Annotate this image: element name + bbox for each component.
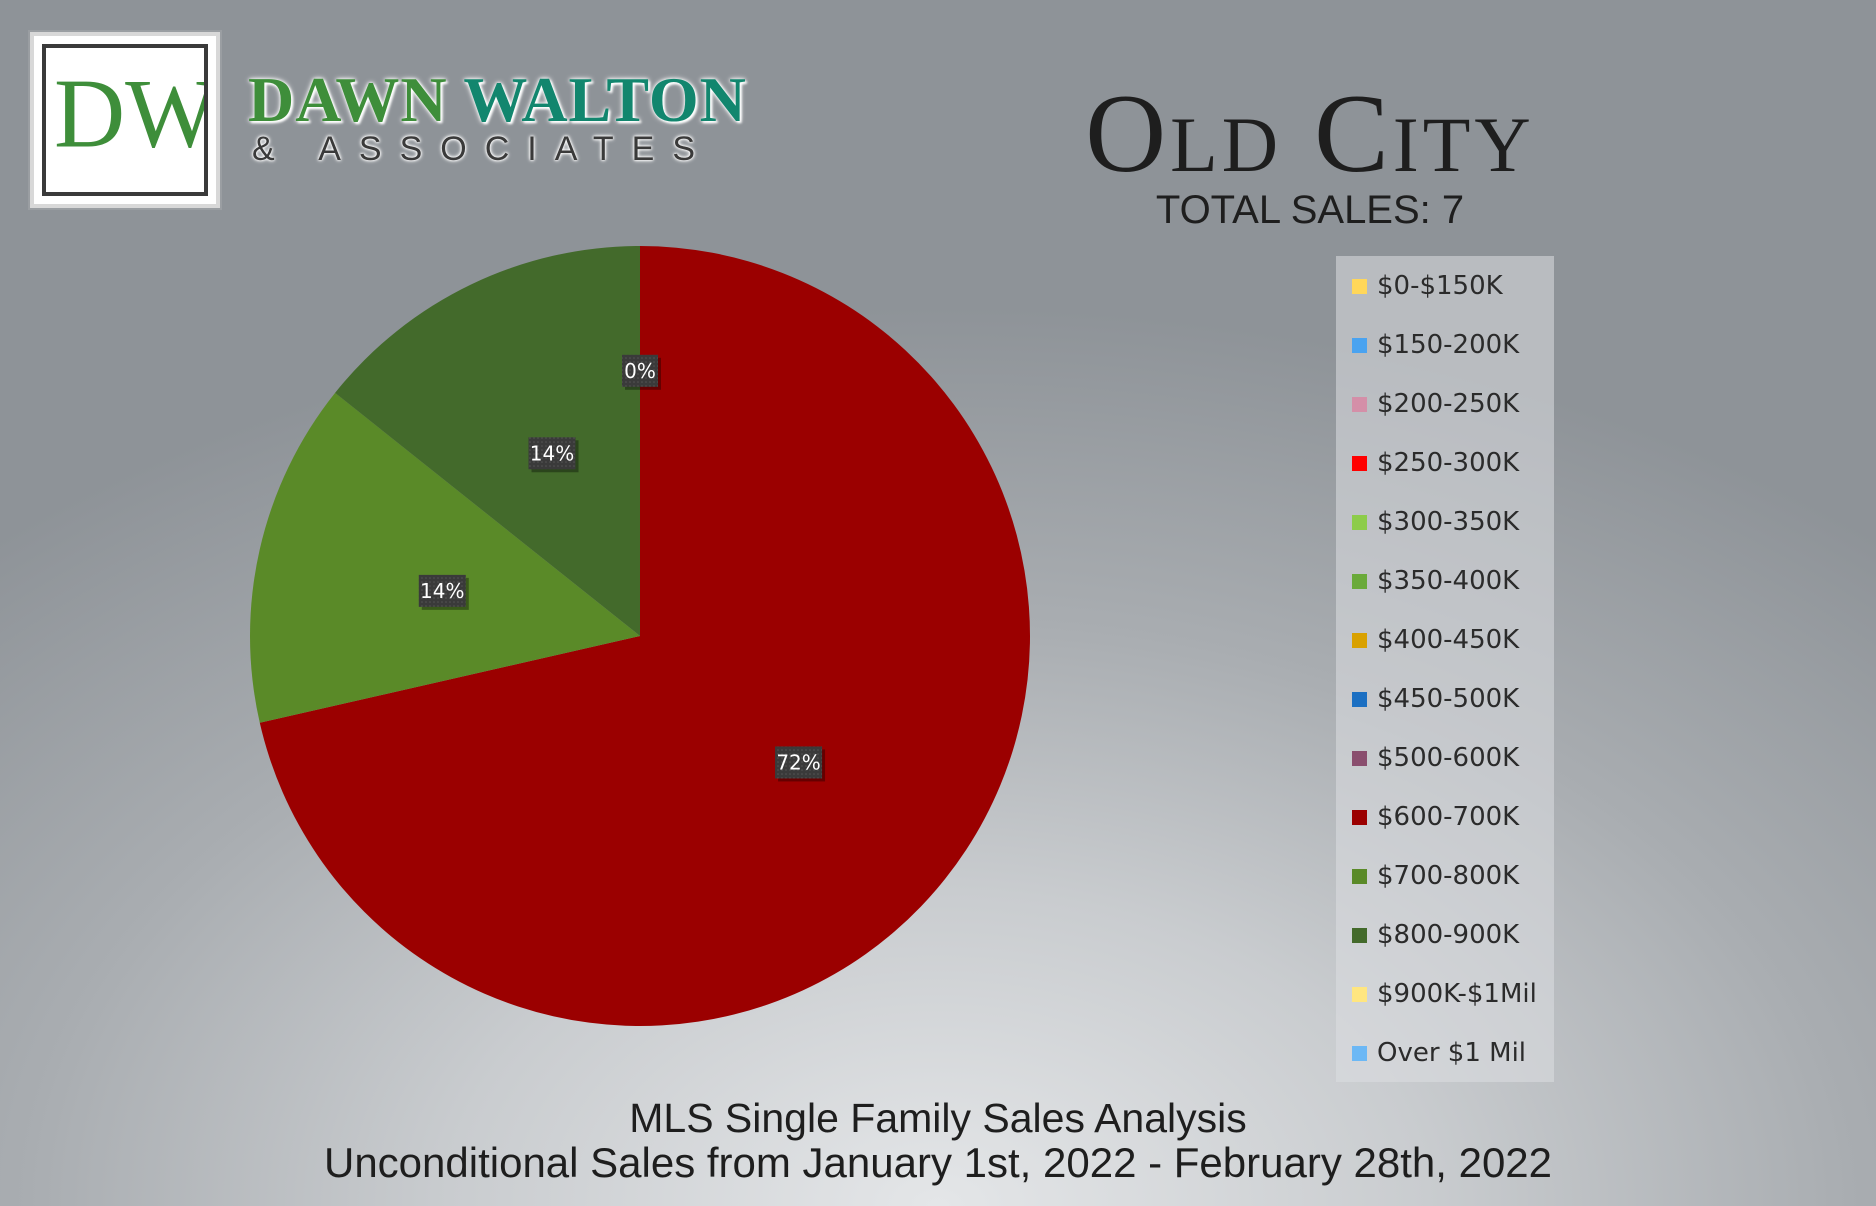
legend-swatch <box>1352 632 1367 648</box>
legend-item-over-1-mil: Over $1 Mil <box>1352 1038 1526 1068</box>
data-label-box <box>622 354 658 387</box>
legend-label: $250-300K <box>1377 448 1520 478</box>
legend-item-700-800k: $700-800K <box>1352 861 1519 891</box>
data-label-900k-1mil: 0% <box>622 354 661 390</box>
legend-swatch <box>1352 514 1367 530</box>
legend-label: $400-450K <box>1377 625 1520 655</box>
legend-item-200-250k: $200-250K <box>1352 389 1519 419</box>
pie-slice-600-700k <box>259 246 1031 1026</box>
legend-label: $300-350K <box>1377 507 1520 537</box>
footer-line-2: Unconditional Sales from January 1st, 20… <box>323 1139 1553 1186</box>
legend-label: $500-600K <box>1377 743 1520 773</box>
legend-swatch <box>1352 986 1367 1002</box>
footer-line-1: MLS Single Family Sales Analysis <box>629 1095 1247 1141</box>
brand-name-first: DAWN <box>248 64 448 135</box>
legend-label: $900K-$1Mil <box>1377 979 1537 1009</box>
legend-item-0-150k: $0-$150K <box>1352 271 1503 301</box>
total-sales: TOTAL SALES: 7 <box>1155 188 1465 232</box>
page-title: Old City <box>1085 72 1535 196</box>
data-label-600-700k: 72% <box>775 746 826 782</box>
legend-swatch <box>1352 1045 1367 1061</box>
legend-item-450-500k: $450-500K <box>1352 684 1519 714</box>
legend-item-400-450k: $400-450K <box>1352 625 1519 655</box>
data-label-box <box>418 574 466 607</box>
legend-label: $600-700K <box>1377 802 1520 832</box>
legend-swatch <box>1352 337 1367 353</box>
data-label-box <box>528 437 576 470</box>
legend-item-900k-1mil: $900K-$1Mil <box>1352 979 1537 1009</box>
legend-label: $150-200K <box>1377 330 1520 360</box>
legend-item-500-600k: $500-600K <box>1352 743 1519 773</box>
data-label-700-800k: 14% <box>418 574 469 610</box>
legend-label: $350-400K <box>1377 566 1520 596</box>
pie-data-labels: 72% 14% 14% 0% <box>418 354 826 782</box>
legend-swatch <box>1352 809 1367 825</box>
legend-label: $450-500K <box>1377 684 1520 714</box>
brand-subtitle: & ASSOCIATES <box>252 130 714 168</box>
data-label-box <box>775 746 823 779</box>
legend-swatch <box>1352 278 1367 294</box>
data-label-text: 14% <box>530 441 574 465</box>
legend-item-150-200k: $150-200K <box>1352 330 1519 360</box>
legend-swatch <box>1352 750 1367 766</box>
pie-slices <box>250 246 1031 1026</box>
data-label-text: 72% <box>776 750 820 774</box>
pie-slice-700-800k <box>250 392 640 723</box>
brand-name: DAWN WALTON <box>248 68 747 132</box>
legend-swatch <box>1352 691 1367 707</box>
monogram-logo: DW <box>54 60 204 169</box>
legend-item-600-700k: $600-700K <box>1352 802 1519 832</box>
legend-swatch <box>1352 868 1367 884</box>
data-label-text: 0% <box>624 359 656 383</box>
legend-item-350-400k: $350-400K <box>1352 566 1519 596</box>
legend-swatch <box>1352 927 1367 943</box>
legend-label: Over $1 Mil <box>1377 1038 1527 1068</box>
legend-label: $200-250K <box>1377 389 1520 419</box>
legend-swatch <box>1352 396 1367 412</box>
data-label-text: 14% <box>420 579 464 603</box>
monogram-text: DW <box>54 60 204 169</box>
legend-swatch <box>1352 455 1367 471</box>
brand-name-last: WALTON <box>463 64 747 135</box>
legend-item-250-300k: $250-300K <box>1352 448 1519 478</box>
pie-slice-800-900k <box>335 246 640 636</box>
data-label-800-900k: 14% <box>528 437 579 473</box>
logo: DW <box>30 32 220 208</box>
legend-item-800-900k: $800-900K <box>1352 920 1519 950</box>
legend-item-300-350k: $300-350K <box>1352 507 1519 537</box>
legend-label: $0-$150K <box>1377 271 1503 301</box>
legend-label: $700-800K <box>1377 861 1520 891</box>
chart-legend: $0-$150K $150-200K $200-250K $250-300K $300-… <box>1336 256 1554 1082</box>
legend-swatch <box>1352 573 1367 589</box>
legend-label: $800-900K <box>1377 920 1520 950</box>
logo-frame: DW <box>42 44 208 196</box>
